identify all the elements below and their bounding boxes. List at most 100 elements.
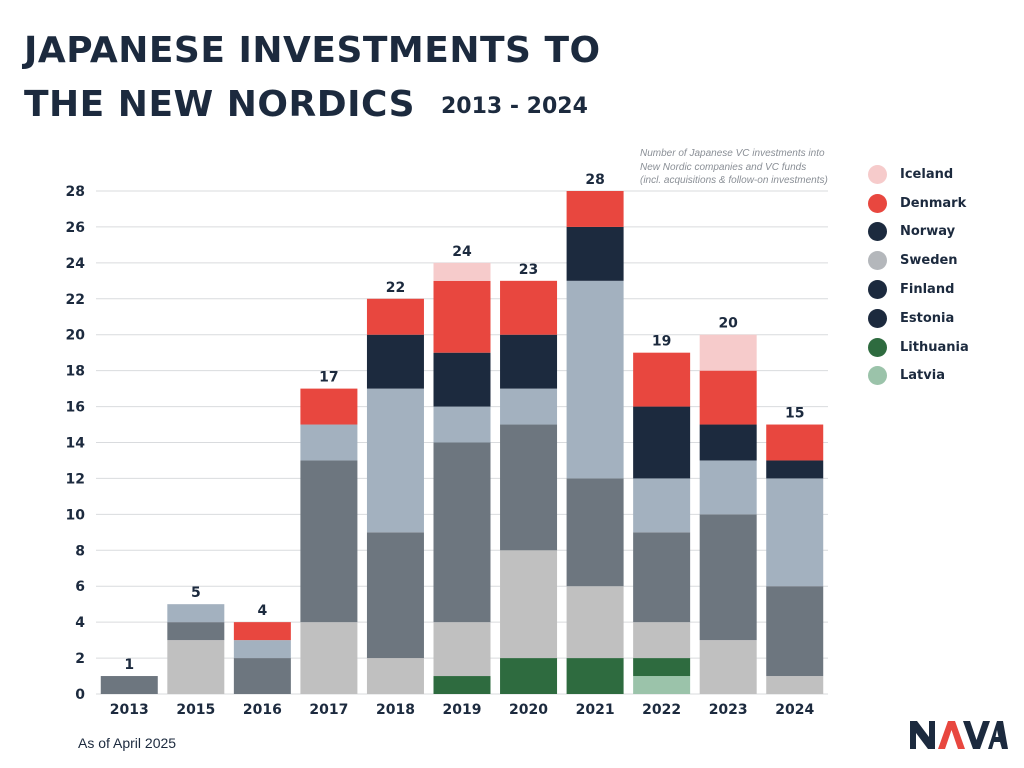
legend-item-norway: Norway <box>868 218 969 247</box>
chart-subtitle: 2013 - 2024 <box>441 94 588 119</box>
bar-total-label: 20 <box>718 316 738 332</box>
legend-label: Latvia <box>900 368 945 384</box>
bar-total-label: 4 <box>257 603 267 619</box>
y-tick-label: 20 <box>66 328 86 344</box>
bar-segment-latvia <box>633 676 691 694</box>
legend-swatch <box>868 164 887 184</box>
bar-segment-dark_gray <box>633 532 691 623</box>
legend-item-estonia: Estonia <box>868 304 969 333</box>
bar-segment-denmark <box>566 191 624 227</box>
bar-total-label: 28 <box>585 172 604 188</box>
y-tick-label: 22 <box>66 292 85 308</box>
legend-swatch <box>868 308 887 328</box>
bar-segment-lithuania <box>566 658 624 694</box>
y-tick-label: 10 <box>66 507 86 523</box>
bar-segment-dark_gray <box>433 442 491 623</box>
bar-segment-dark_gray <box>566 478 624 587</box>
bar-segment-light_gray <box>500 550 558 659</box>
y-tick-label: 12 <box>66 471 85 487</box>
bar-total-label: 22 <box>386 280 405 296</box>
bar-segment-dark_gray <box>500 424 558 551</box>
legend-label: Finland <box>900 282 955 298</box>
legend-swatch <box>868 280 887 300</box>
bar-segment-blue_gray <box>699 460 757 515</box>
bar-segment-dark_gray <box>699 514 757 641</box>
bar-segment-dark_gray <box>167 622 225 641</box>
bar-segment-light_gray <box>300 622 358 694</box>
bar-segment-light_gray <box>699 640 757 694</box>
bar-segment-dark_gray <box>366 532 424 659</box>
bar-segment-light_gray <box>433 622 491 677</box>
chart-title: JAPANESE INVESTMENTS TO THE NEW NORDICS <box>24 24 601 132</box>
bar-segment-denmark <box>500 280 558 335</box>
bar-segment-light_gray <box>366 658 424 694</box>
note-line-1: Number of Japanese VC investments into <box>640 148 825 159</box>
x-tick-label: 2015 <box>176 702 215 718</box>
legend-item-sweden: Sweden <box>868 246 969 275</box>
x-tick-label: 2021 <box>576 702 615 718</box>
legend-swatch <box>868 193 887 213</box>
bar-total-label: 23 <box>519 262 538 278</box>
legend-item-lithuania: Lithuania <box>868 333 969 362</box>
bar-total-label: 24 <box>452 244 472 260</box>
note-line-3: (incl. acquisitions & follow-on investme… <box>640 175 828 186</box>
legend-label: Sweden <box>900 253 958 269</box>
y-tick-label: 0 <box>75 687 85 703</box>
legend: Iceland Denmark Norway Sweden Finland Estonia… <box>868 160 969 390</box>
legend-label: Norway <box>900 224 956 240</box>
bar-segment-blue_gray <box>566 280 624 479</box>
bar-segment-denmark <box>633 352 691 407</box>
bar-segment-blue_gray <box>167 604 225 623</box>
x-tick-label: 2018 <box>376 702 415 718</box>
bar-total-label: 1 <box>124 657 134 673</box>
bar-segment-lithuania <box>633 658 691 677</box>
bar-segment-denmark <box>300 388 358 425</box>
footnote: As of April 2025 <box>78 735 177 751</box>
legend-item-finland: Finland <box>868 275 969 304</box>
bar-segment-light_gray <box>633 622 691 659</box>
y-tick-label: 14 <box>66 436 86 452</box>
bar-segment-dark_gray <box>300 460 358 623</box>
bar-segment-light_gray <box>566 586 624 659</box>
legend-label: Denmark <box>900 195 967 211</box>
legend-item-iceland: Iceland <box>868 160 969 189</box>
y-tick-label: 24 <box>66 256 86 272</box>
bar-segment-blue_gray <box>766 478 824 587</box>
title-line-1: JAPANESE INVESTMENTS TO <box>24 30 601 71</box>
legend-swatch <box>868 251 887 271</box>
bar-segment-iceland <box>433 262 491 281</box>
bar-segment-light_gray <box>766 676 824 694</box>
bar-segment-denmark <box>366 298 424 335</box>
bar-segment-lithuania <box>500 658 558 694</box>
x-tick-label: 2013 <box>110 702 149 718</box>
y-tick-label: 6 <box>75 579 85 595</box>
bar-segment-light_gray <box>167 640 225 694</box>
note-line-2: New Nordic companies and VC funds <box>640 161 807 173</box>
x-tick-label: 2024 <box>775 702 814 718</box>
y-tick-label: 2 <box>75 651 85 667</box>
legend-swatch <box>868 337 887 357</box>
bar-segment-navy <box>633 406 691 479</box>
title-line-2: THE NEW NORDICS <box>24 84 416 125</box>
y-tick-label: 16 <box>66 400 85 416</box>
bar-segment-denmark <box>433 280 491 353</box>
y-tick-label: 4 <box>75 615 85 631</box>
bar-segment-iceland <box>699 334 757 371</box>
nava-logo <box>910 721 1008 749</box>
bar-segment-denmark <box>699 370 757 425</box>
bar-segment-blue_gray <box>366 388 424 533</box>
x-tick-label: 2017 <box>309 702 348 718</box>
logo-letter-a-accent <box>938 721 965 749</box>
bar-segment-blue_gray <box>433 406 491 443</box>
bar-segment-navy <box>699 424 757 461</box>
bar-total-label: 19 <box>652 334 671 350</box>
legend-item-latvia: Latvia <box>868 362 969 391</box>
y-tick-label: 18 <box>66 364 85 380</box>
x-tick-label: 2016 <box>243 702 282 718</box>
y-tick-label: 28 <box>66 184 85 200</box>
bar-segment-blue_gray <box>633 478 691 533</box>
y-tick-label: 26 <box>66 220 85 236</box>
bar-total-label: 15 <box>785 406 804 422</box>
bar-total-label: 5 <box>191 585 201 601</box>
legend-swatch <box>868 222 887 242</box>
